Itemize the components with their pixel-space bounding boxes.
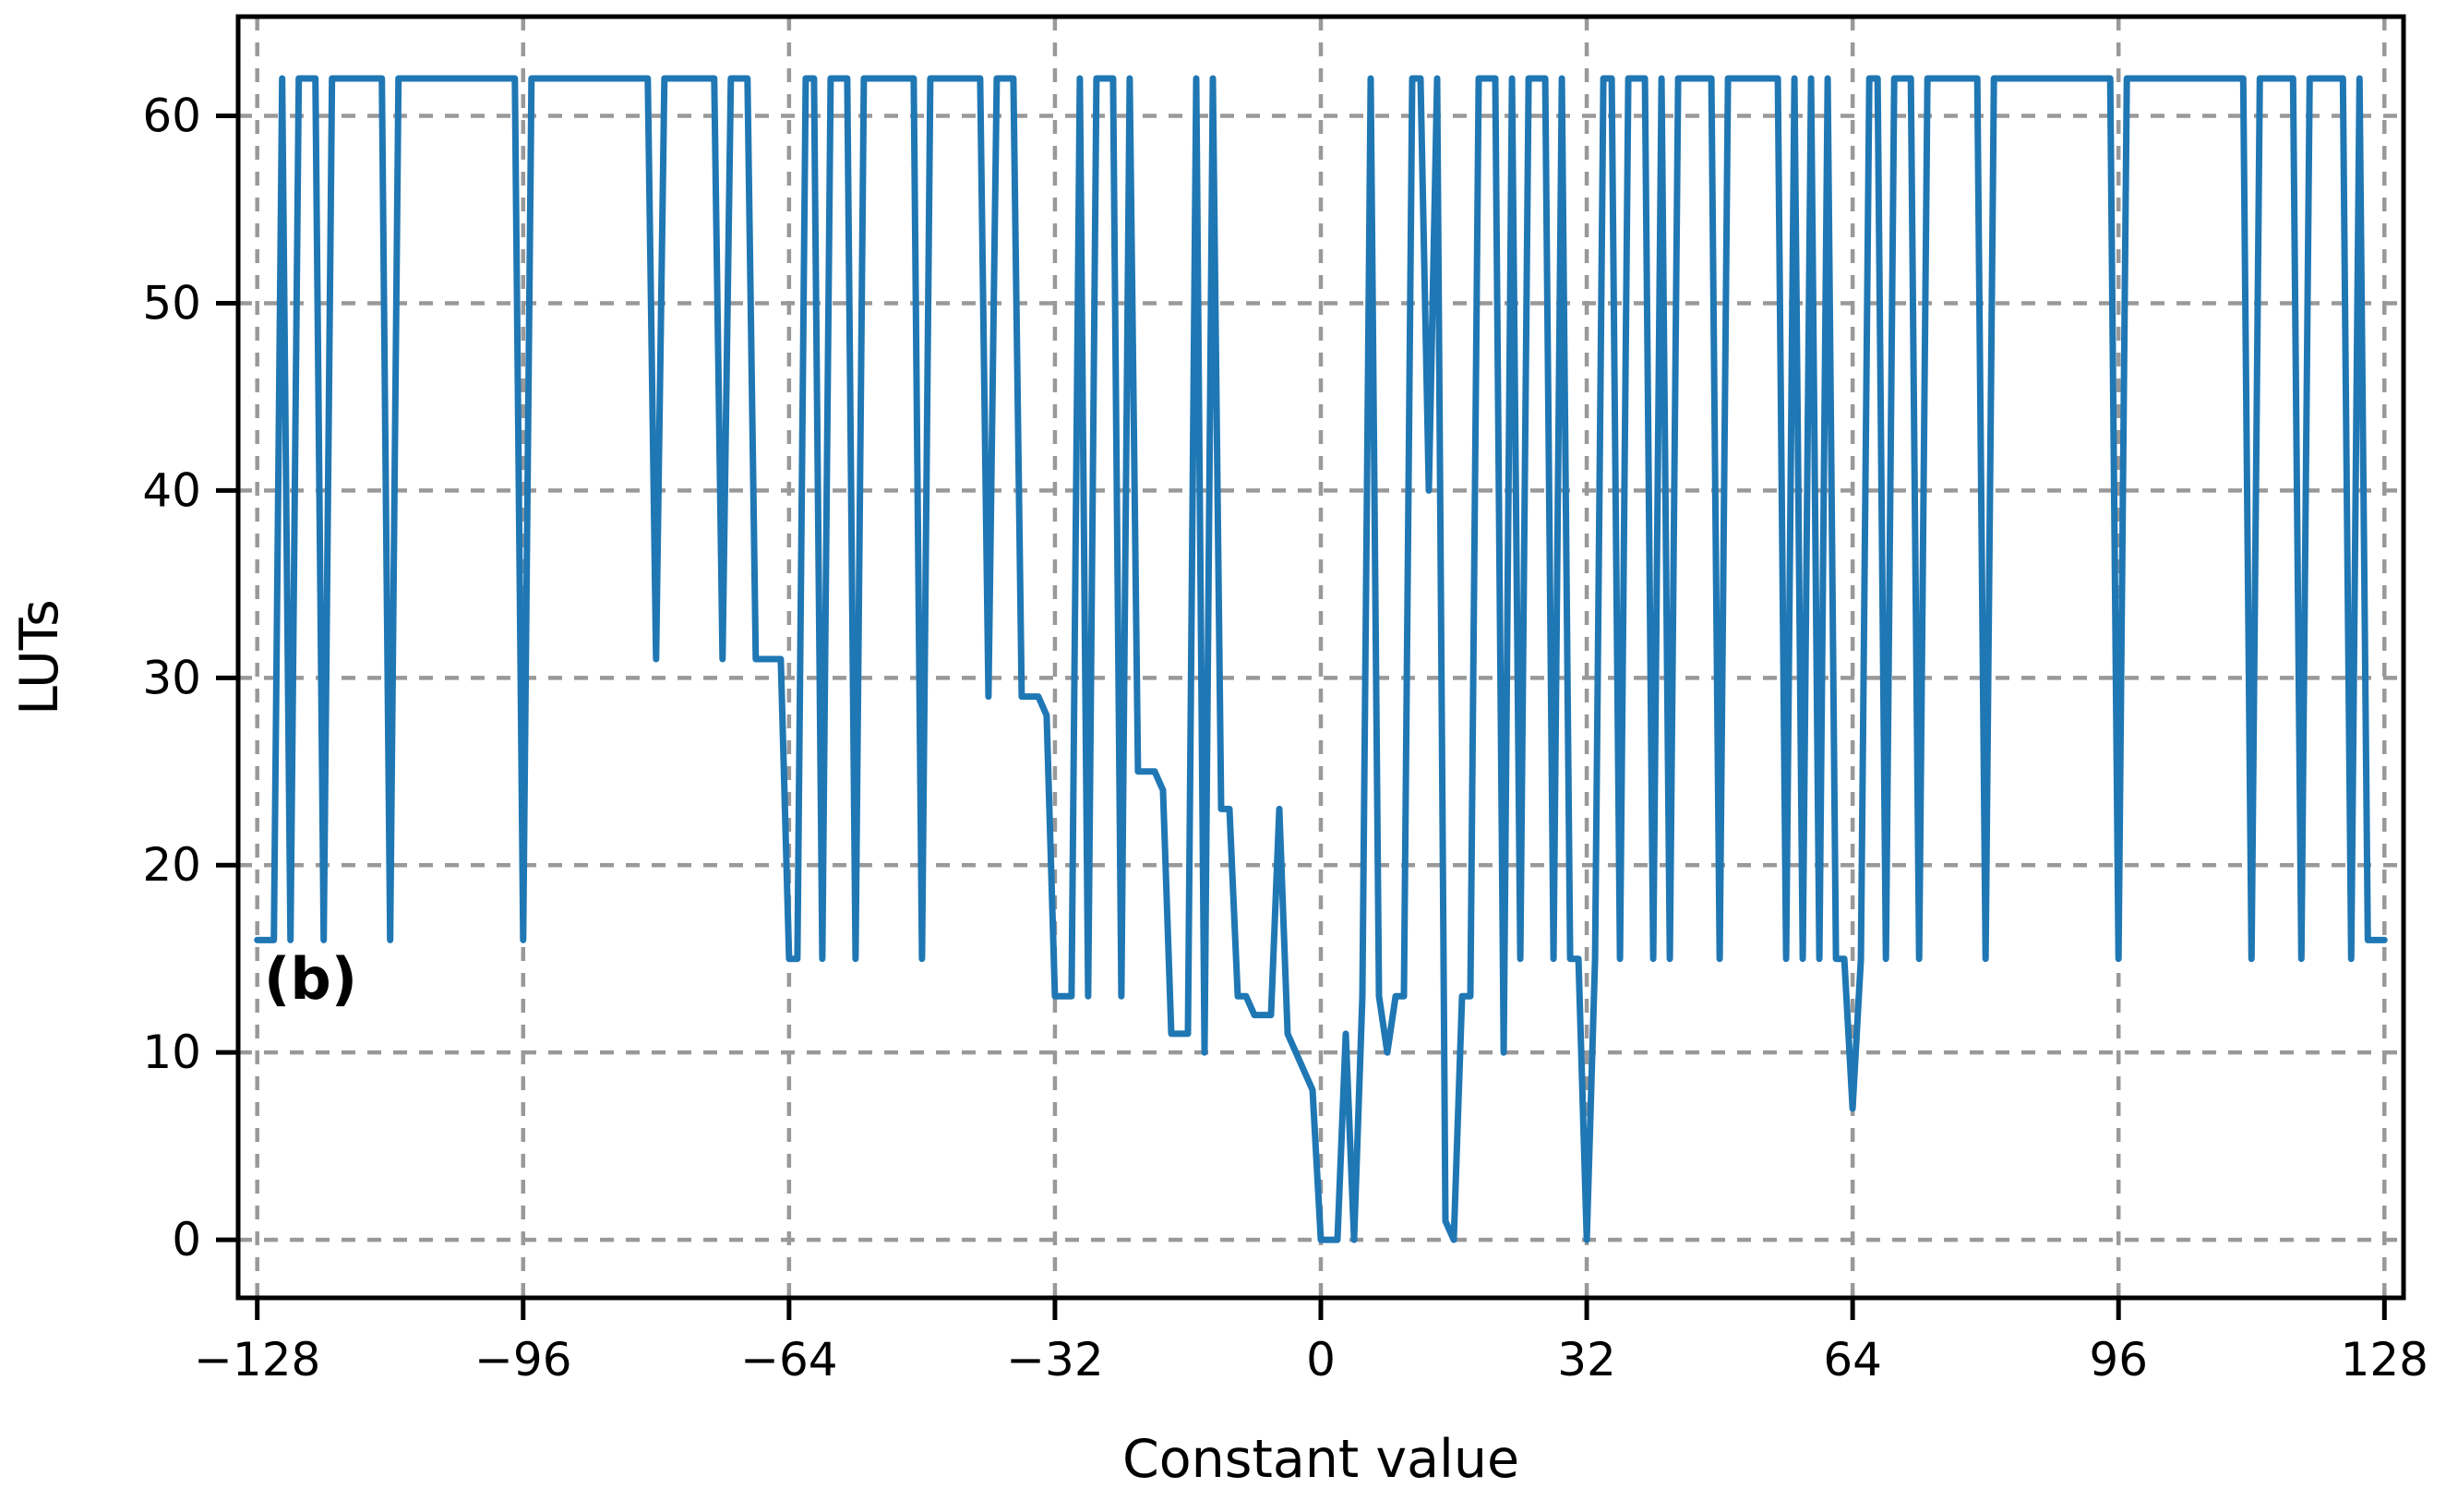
x-tick-label: 0 <box>1306 1333 1336 1386</box>
x-tick-label: −128 <box>194 1333 320 1386</box>
x-tick-label: −32 <box>1006 1333 1104 1386</box>
x-tick-label: −64 <box>740 1333 838 1386</box>
tick-labels: −128 −96 −64 −32 0 32 64 96 128 0 10 20 30 40 50 60 <box>142 90 2428 1386</box>
x-tick-label: 32 <box>1557 1333 1616 1386</box>
y-tick-label: 40 <box>142 463 201 517</box>
data-line <box>254 75 2388 1243</box>
y-tick-label: 30 <box>142 651 201 704</box>
x-axis-label: Constant value <box>1122 1429 1519 1490</box>
panel-annotation: (b) <box>264 945 357 1013</box>
y-tick-label: 50 <box>142 276 201 330</box>
x-tick-label: −96 <box>474 1333 572 1386</box>
x-tick-label: 96 <box>2089 1333 2148 1386</box>
data-series <box>254 75 2388 1243</box>
y-tick-label: 60 <box>142 90 201 143</box>
y-tick-label: 10 <box>142 1026 201 1079</box>
plot-frame <box>235 14 2406 1301</box>
x-tick-label: 128 <box>2341 1333 2428 1386</box>
gridlines <box>238 17 2404 1298</box>
x-tick-label: 64 <box>1823 1333 1882 1386</box>
axis-ticks <box>216 114 2387 1320</box>
y-tick-label: 0 <box>172 1213 201 1266</box>
y-tick-label: 20 <box>142 838 201 892</box>
y-axis-label: LUTs <box>9 599 70 715</box>
